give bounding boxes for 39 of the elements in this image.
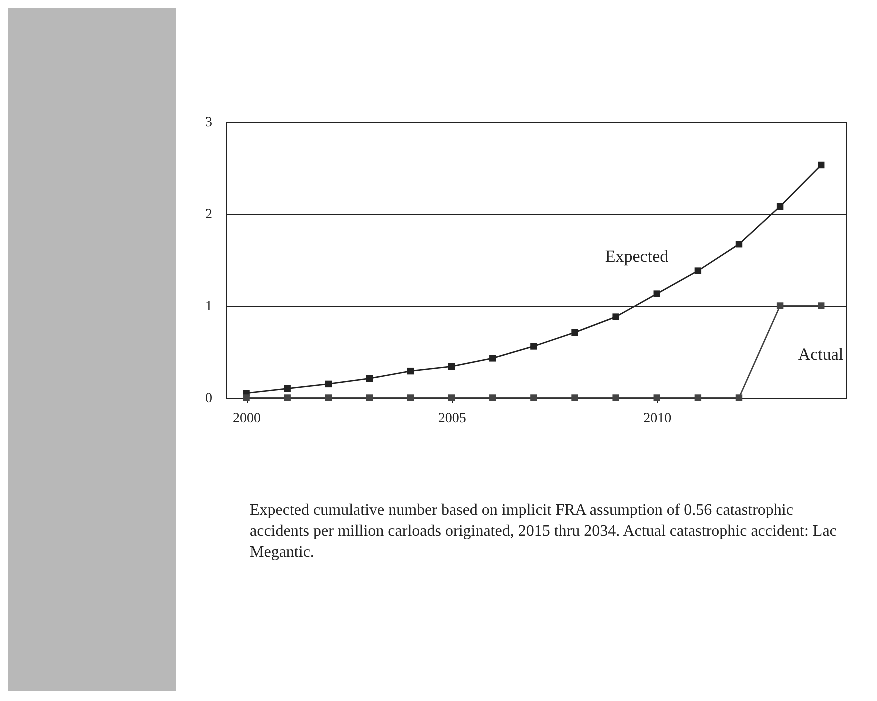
point (654, 290, 660, 298)
series-label: Expected (605, 247, 670, 266)
point (776, 302, 784, 310)
y-tick-label: 2 (206, 208, 212, 222)
point (818, 302, 825, 310)
point (407, 394, 414, 402)
point (694, 268, 702, 274)
point (654, 394, 660, 402)
point (490, 394, 496, 402)
point (818, 162, 825, 169)
y-tick-label: 3 (206, 116, 212, 130)
point (243, 394, 250, 402)
point (325, 394, 332, 402)
y-tick-label: 0 (206, 392, 212, 406)
y-tick-label: 1 (206, 300, 212, 314)
point (325, 380, 332, 388)
point (736, 394, 743, 402)
point (448, 394, 456, 402)
point (776, 203, 784, 210)
point (530, 394, 538, 402)
point (736, 241, 743, 248)
point (612, 314, 620, 320)
x-tick-label: 2000 (233, 412, 262, 426)
point (530, 343, 538, 350)
point (612, 394, 620, 402)
point (490, 355, 496, 362)
point (572, 329, 578, 336)
point (448, 363, 456, 370)
point (284, 385, 291, 392)
point (572, 394, 578, 402)
point (284, 394, 291, 402)
point (694, 394, 702, 402)
text: Expected cumulative number based on implicit FRA assumption of 0.56 catastrophic accidents per million carloads originated, 2015 thru 2034. Actual catastrophic accident: Lac Megantic. (250, 501, 838, 563)
x-tick-label: 2010 (644, 412, 672, 426)
point (366, 375, 374, 382)
point (407, 368, 414, 375)
x-tick-label: 2005 (438, 412, 466, 426)
series-label: Actual (798, 345, 844, 364)
point (366, 394, 374, 402)
